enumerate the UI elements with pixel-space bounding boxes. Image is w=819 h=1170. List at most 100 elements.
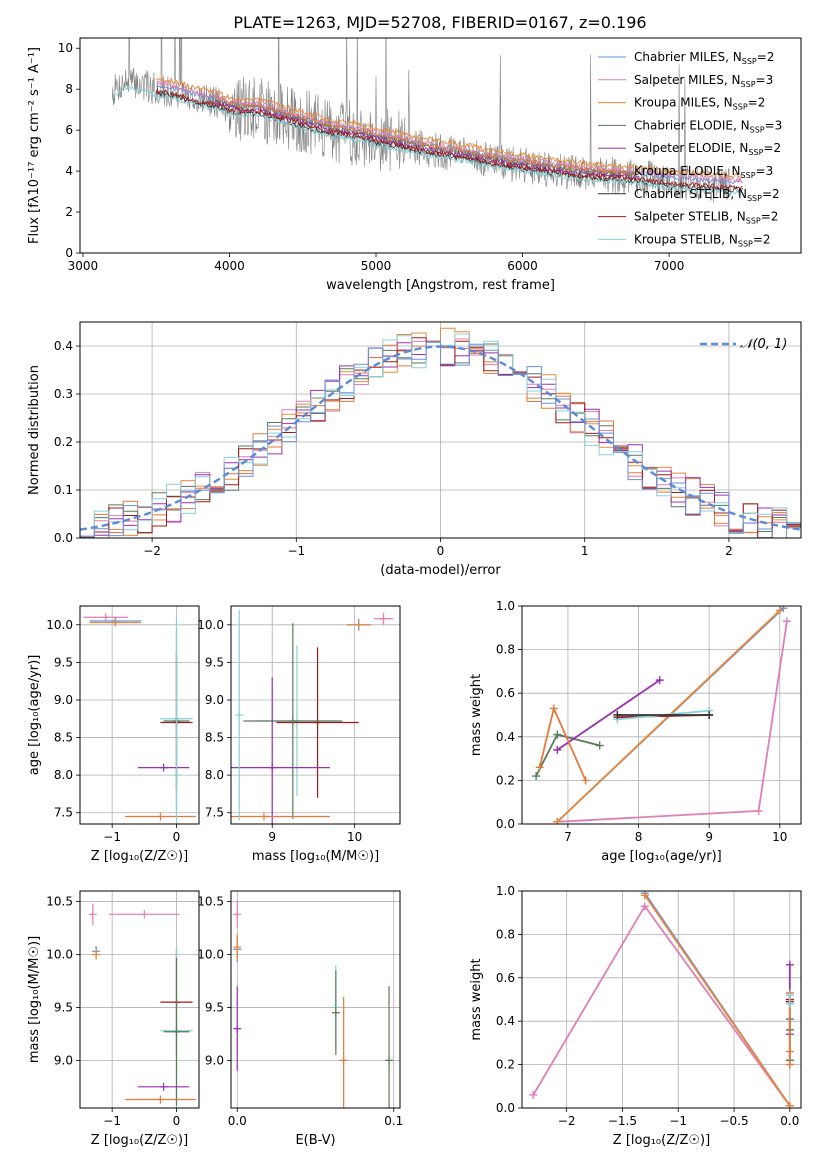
data-point-marker bbox=[235, 711, 244, 719]
data-point-marker bbox=[233, 1024, 242, 1033]
data-point-marker bbox=[581, 776, 590, 785]
y-axis-label: mass weight bbox=[469, 674, 484, 756]
weight-line-kroupa_elodie bbox=[538, 705, 587, 781]
y-tick-label: 0.4 bbox=[496, 1014, 515, 1028]
x-tick-label: 7000 bbox=[654, 259, 685, 273]
y-axis-label: age [log₁₀(age/yr)] bbox=[27, 655, 42, 776]
data-point-marker bbox=[785, 1060, 794, 1069]
data-point-marker bbox=[549, 704, 558, 713]
x-axis-label: Z [log₁₀(Z/Z☉)] bbox=[91, 1133, 188, 1148]
y-axis-label: Normed distribution bbox=[27, 365, 42, 495]
data-point-marker bbox=[140, 910, 149, 919]
data-point-marker bbox=[640, 891, 649, 900]
legend-label: Kroupa MILES, NSSP=2 bbox=[634, 96, 765, 112]
weight-line-kroupa_miles bbox=[644, 894, 791, 1107]
x-tick-label: 10 bbox=[347, 830, 362, 844]
y-tick-label: 1.0 bbox=[496, 884, 515, 898]
plot-area-weight_vs_age bbox=[522, 606, 801, 824]
y-axis-label: mass [log₁₀(M/M☉)] bbox=[27, 936, 42, 1063]
x-tick-label: −0.5 bbox=[719, 1114, 748, 1128]
x-tick-label: 9 bbox=[705, 830, 713, 844]
x-axis-label: wavelength [Angstrom, rest frame] bbox=[326, 278, 555, 293]
data-point-marker bbox=[233, 910, 242, 919]
data-point-marker bbox=[785, 991, 794, 1000]
plot-area-mass_vs_ebv bbox=[231, 891, 400, 1108]
legend-label: Chabrier STELIB, NSSP=2 bbox=[634, 187, 780, 203]
data-point-marker bbox=[595, 741, 604, 750]
data-point-marker bbox=[532, 772, 541, 781]
legend-label: Salpeter ELODIE, NSSP=2 bbox=[634, 141, 781, 157]
x-tick-label: −2 bbox=[558, 1114, 576, 1128]
y-tick-label: 0.2 bbox=[496, 1058, 515, 1072]
data-point-marker bbox=[385, 1056, 394, 1065]
axes-frame bbox=[230, 890, 401, 1109]
normal-curve bbox=[80, 345, 801, 531]
data-point-marker bbox=[529, 1090, 538, 1099]
y-tick-label: 8.0 bbox=[205, 768, 224, 782]
panel-mass_vs_ebv: 0.0 0.1 9.0 9.5 10.0 10.5 E(B-V) bbox=[197, 890, 403, 1148]
x-tick-label: 6000 bbox=[507, 259, 538, 273]
data-point-marker bbox=[640, 902, 649, 911]
model-line-kroupa_elodie bbox=[214, 95, 640, 176]
model-line-chabrier_stelib bbox=[155, 90, 743, 194]
data-point-marker bbox=[705, 711, 714, 719]
panel-residuals: −2 −1 0 1 2 0.0 0.1 0.2 0.3 0.4 (data-model)/error… bbox=[27, 321, 802, 578]
y-tick-label: 0.0 bbox=[496, 1101, 515, 1115]
y-tick-label: 0.2 bbox=[496, 773, 515, 787]
x-tick-label: −1 bbox=[669, 1114, 687, 1128]
data-point-marker bbox=[111, 618, 120, 627]
x-tick-label: 0 bbox=[173, 1114, 181, 1128]
data-point-marker bbox=[92, 950, 101, 959]
y-axis-label: mass weight bbox=[469, 958, 484, 1040]
y-tick-label: 0.4 bbox=[496, 730, 515, 744]
x-tick-label: 3000 bbox=[68, 259, 99, 273]
data-point-marker bbox=[268, 763, 277, 772]
y-tick-label: 8.5 bbox=[205, 731, 224, 745]
data-point-marker bbox=[339, 1056, 348, 1065]
data-point-marker bbox=[172, 1027, 181, 1036]
y-tick-label: 9.0 bbox=[205, 1053, 224, 1067]
model-line-kroupa_stelib bbox=[112, 85, 743, 196]
legend-label: Kroupa ELODIE, NSSP=3 bbox=[634, 164, 773, 180]
y-tick-label: 10.0 bbox=[46, 618, 73, 632]
legend: Chabrier MILES, NSSP=2 Salpeter MILES, NS… bbox=[598, 50, 782, 248]
y-tick-label: 4 bbox=[65, 164, 73, 178]
y-tick-label: 10.0 bbox=[197, 618, 224, 632]
y-tick-label: 0.3 bbox=[54, 387, 73, 401]
residual-hist-kroupa_miles bbox=[80, 327, 801, 538]
x-axis-label: Z [log₁₀(Z/Z☉)] bbox=[91, 849, 188, 864]
y-tick-label: 0.0 bbox=[496, 817, 515, 831]
x-axis-label: Z [log₁₀(Z/Z☉)] bbox=[613, 1133, 710, 1148]
weight-line-salpeter_miles bbox=[557, 621, 788, 823]
y-tick-label: 0.6 bbox=[496, 686, 515, 700]
axes-frame bbox=[79, 37, 802, 254]
y-tick-label: 9.5 bbox=[54, 655, 73, 669]
data-point-marker bbox=[259, 812, 268, 821]
model-line-salpeter_miles bbox=[155, 79, 743, 184]
y-tick-label: 0.4 bbox=[54, 339, 73, 353]
data-point-marker bbox=[655, 676, 664, 685]
data-point-marker bbox=[553, 817, 562, 824]
data-point-marker bbox=[785, 960, 794, 969]
data-point-marker bbox=[785, 1047, 794, 1056]
y-tick-label: 10.0 bbox=[46, 948, 73, 962]
axes-frame bbox=[521, 605, 802, 825]
plot-area-age_vs_Z bbox=[80, 606, 199, 824]
plot-area-age_vs_mass bbox=[231, 606, 400, 824]
weight-line-salpeter_elodie bbox=[556, 679, 661, 751]
y-tick-label: 8.5 bbox=[54, 731, 73, 745]
x-axis-label: (data-model)/error bbox=[380, 563, 501, 578]
y-tick-label: 10.5 bbox=[46, 895, 73, 909]
y-tick-label: 0.0 bbox=[54, 531, 73, 545]
y-tick-label: 0.2 bbox=[54, 435, 73, 449]
panel-age_vs_mass: 9 10 7.5 8.0 8.5 9.0 9.5 10.0 mass [log₁₀(M/M☉)] bbox=[197, 605, 401, 864]
y-tick-label: 9.5 bbox=[205, 1000, 224, 1014]
data-point-marker bbox=[288, 717, 297, 726]
x-axis-label: E(B-V) bbox=[295, 1133, 335, 1148]
residual-hist-chabrier_miles bbox=[80, 341, 801, 538]
x-tick-label: 0 bbox=[173, 830, 181, 844]
x-tick-label: 0 bbox=[437, 544, 445, 558]
data-point-marker bbox=[159, 1082, 168, 1091]
data-point-marker bbox=[535, 763, 544, 772]
